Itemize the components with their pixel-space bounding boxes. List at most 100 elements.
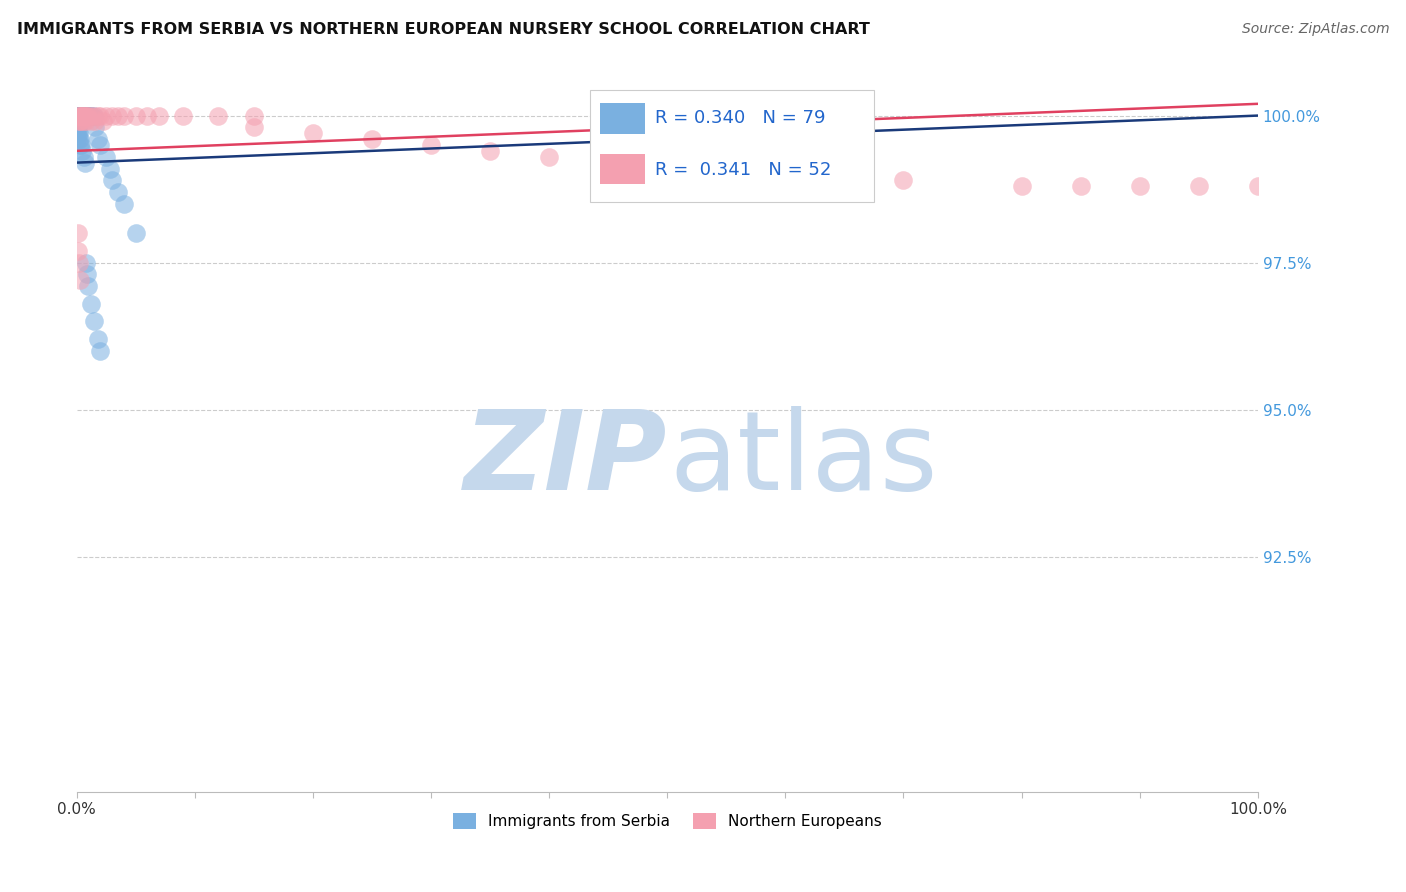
Point xyxy=(72,109,94,123)
Point xyxy=(69,273,91,287)
Point xyxy=(72,109,94,123)
Point xyxy=(72,109,94,123)
Point xyxy=(72,144,94,158)
Point xyxy=(72,114,94,128)
Point xyxy=(70,138,93,153)
Point xyxy=(67,109,90,123)
FancyBboxPatch shape xyxy=(600,103,645,134)
Point xyxy=(657,161,679,176)
Point xyxy=(66,126,89,140)
Point xyxy=(66,244,89,258)
Point xyxy=(75,109,97,123)
Point xyxy=(66,109,89,123)
Point xyxy=(76,109,98,123)
Point xyxy=(66,109,89,123)
Point xyxy=(72,109,94,123)
Point xyxy=(94,150,117,164)
Point xyxy=(124,109,146,123)
Point xyxy=(69,109,91,123)
Point xyxy=(69,109,91,123)
Point xyxy=(66,109,89,123)
Point xyxy=(70,114,93,128)
Point xyxy=(76,268,98,282)
Point xyxy=(70,109,93,123)
Point xyxy=(1188,179,1211,194)
Point xyxy=(1247,179,1270,194)
Point xyxy=(75,109,97,123)
Point xyxy=(207,109,229,123)
FancyBboxPatch shape xyxy=(591,90,875,202)
Point xyxy=(73,109,96,123)
Point xyxy=(172,109,194,123)
Point xyxy=(538,150,561,164)
Point xyxy=(66,120,89,135)
Point xyxy=(84,120,107,135)
Point xyxy=(360,132,382,146)
Legend: Immigrants from Serbia, Northern Europeans: Immigrants from Serbia, Northern Europea… xyxy=(447,806,887,835)
Point xyxy=(72,109,94,123)
Point xyxy=(1011,179,1033,194)
Point xyxy=(72,109,94,123)
Point xyxy=(73,109,96,123)
Point xyxy=(80,297,103,311)
Point xyxy=(80,109,103,123)
Point xyxy=(67,109,90,123)
Point xyxy=(75,114,97,128)
Point xyxy=(83,109,105,123)
Point xyxy=(69,109,91,123)
Point xyxy=(77,279,100,293)
Point xyxy=(80,114,103,128)
Point xyxy=(479,144,502,158)
Point xyxy=(87,109,110,123)
Point xyxy=(420,138,443,153)
Point xyxy=(66,132,89,146)
FancyBboxPatch shape xyxy=(600,154,645,185)
Point xyxy=(148,109,170,123)
Point xyxy=(66,109,89,123)
Point xyxy=(66,126,89,140)
Point xyxy=(775,168,797,182)
Point xyxy=(67,109,90,123)
Point xyxy=(72,109,94,123)
Point xyxy=(66,109,89,123)
Point xyxy=(67,132,90,146)
Point xyxy=(107,185,129,199)
Point xyxy=(72,109,94,123)
Point xyxy=(69,109,91,123)
Point xyxy=(89,109,111,123)
Point xyxy=(70,109,93,123)
Point xyxy=(98,161,121,176)
Point xyxy=(73,109,96,123)
Point xyxy=(75,255,97,269)
Point xyxy=(66,109,89,123)
Point xyxy=(72,109,94,123)
Point xyxy=(89,343,111,358)
Point xyxy=(77,109,100,123)
Point xyxy=(136,109,159,123)
Point xyxy=(101,109,124,123)
Point xyxy=(67,109,90,123)
Text: atlas: atlas xyxy=(669,406,938,513)
Point xyxy=(83,314,105,328)
Point xyxy=(69,114,91,128)
Point xyxy=(76,109,98,123)
Point xyxy=(1070,179,1092,194)
Point xyxy=(75,109,97,123)
Point xyxy=(80,109,103,123)
Point xyxy=(66,114,89,128)
Point xyxy=(242,109,264,123)
Point xyxy=(84,114,107,128)
Point xyxy=(87,132,110,146)
Point xyxy=(72,109,94,123)
Point xyxy=(87,332,110,346)
Point xyxy=(67,109,90,123)
Point xyxy=(66,109,89,123)
Point xyxy=(66,226,89,240)
Point xyxy=(67,126,90,140)
Point xyxy=(83,109,105,123)
Point xyxy=(69,109,91,123)
Point xyxy=(67,255,90,269)
Point xyxy=(67,114,90,128)
Point xyxy=(69,132,91,146)
Point xyxy=(1129,179,1152,194)
